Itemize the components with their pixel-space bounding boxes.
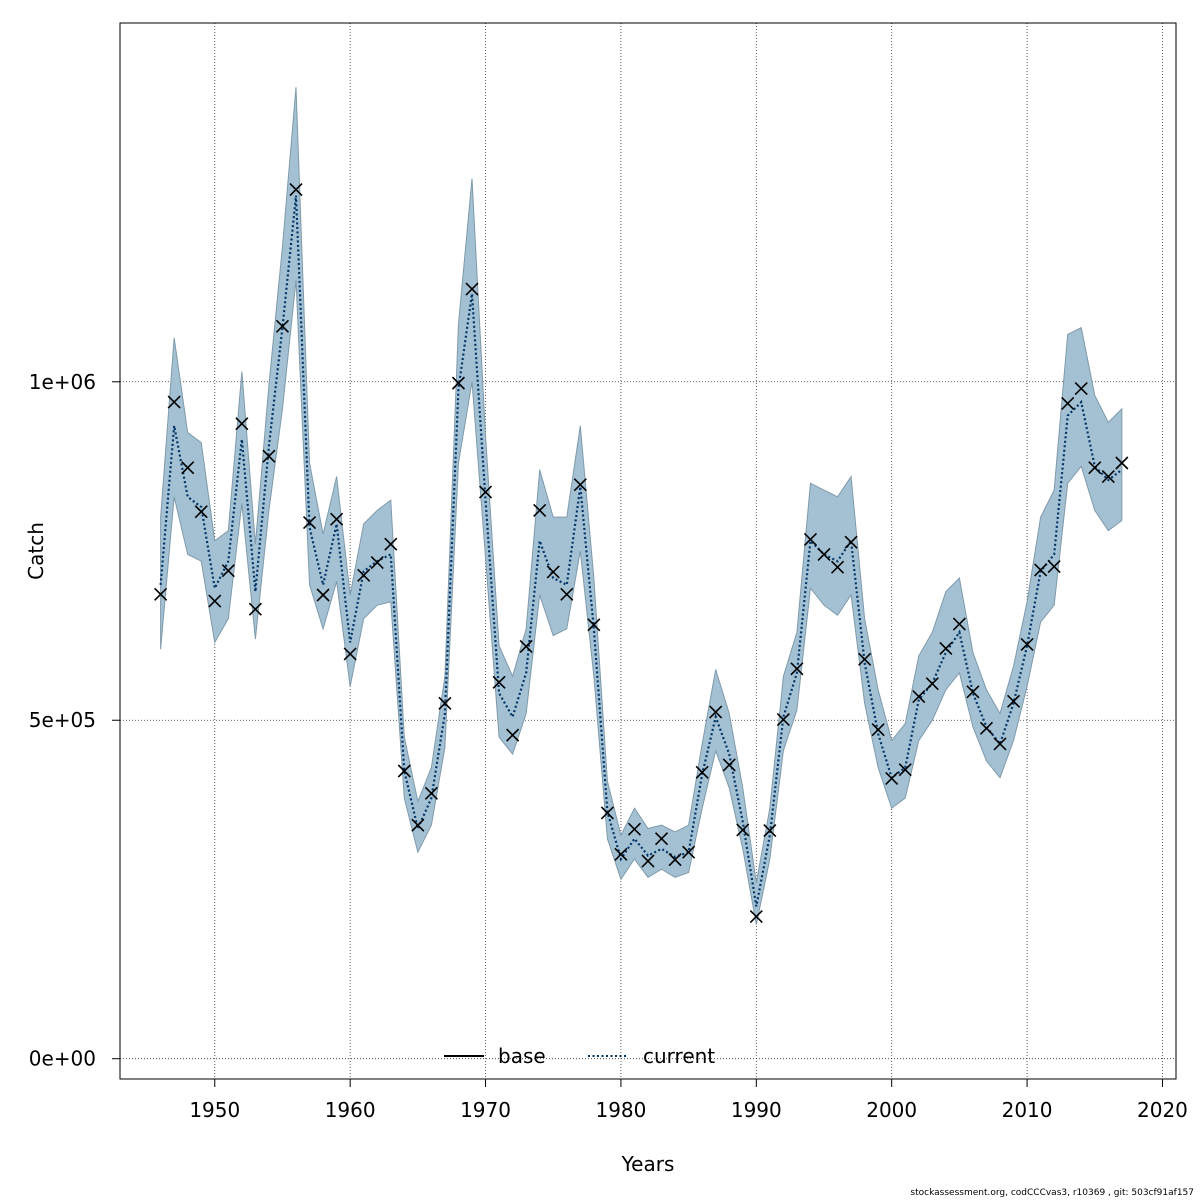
- observed-point-1952: [235, 417, 249, 431]
- observed-point-1966: [424, 786, 438, 800]
- observed-point-1991: [763, 824, 777, 838]
- observed-point-2014: [1074, 381, 1088, 396]
- observed-point-1956: [289, 182, 303, 197]
- x-axis-label: Years: [621, 1152, 675, 1176]
- observed-point-1960: [343, 647, 357, 661]
- footer-credit: stockassessment.org, codCCCvas3, r10369 …: [910, 1188, 1194, 1198]
- observed-point-1993: [790, 662, 804, 676]
- legend-label-base: base: [498, 1044, 546, 1068]
- x-tick-label-1960: 1960: [325, 1098, 376, 1122]
- x-tick-label-2010: 2010: [1002, 1098, 1053, 1122]
- observed-point-1990: [749, 909, 763, 924]
- confidence-band-area: [160, 87, 1123, 925]
- observed-point-2010: [1020, 637, 1034, 651]
- observed-point-1953: [248, 602, 262, 616]
- observed-point-1998: [858, 652, 872, 666]
- observed-point-1957: [302, 516, 317, 530]
- observed-point-1961: [357, 568, 371, 582]
- observed-point-1999: [871, 723, 885, 737]
- observed-point-2015: [1088, 461, 1102, 475]
- observed-point-1979: [600, 806, 614, 820]
- y-tick-label-2: 1e+06: [29, 370, 96, 394]
- observed-point-1954: [262, 449, 276, 463]
- observed-point-1974: [533, 503, 547, 517]
- plot-frame: [119, 22, 1177, 1080]
- observed-point-2013: [1061, 396, 1075, 410]
- observed-point-1963: [384, 537, 398, 551]
- observed-point-1997: [844, 535, 858, 549]
- observed-point-2001: [898, 763, 912, 777]
- observed-point-1958: [316, 588, 330, 602]
- observed-point-1965: [411, 818, 425, 832]
- observed-point-2005: [952, 617, 966, 631]
- observed-point-1967: [438, 696, 452, 710]
- observed-point-2006: [966, 685, 980, 699]
- x-tick-label-2020: 2020: [1137, 1098, 1188, 1122]
- x-axis: 1950 1960 1970 1980 1990 2000 2010 2020: [189, 1079, 1188, 1122]
- confidence-band: [160, 87, 1123, 925]
- observed-point-1983: [654, 832, 669, 846]
- observed-point-1988: [722, 758, 736, 772]
- observed-point-1955: [275, 319, 290, 333]
- observed-point-1987: [709, 705, 723, 719]
- y-axis: 0e+00 5e+05 1e+06: [29, 370, 120, 1071]
- observed-point-1968: [451, 376, 466, 390]
- observed-point-2000: [885, 771, 899, 786]
- observed-markers: [154, 182, 1129, 924]
- x-tick-label-1950: 1950: [189, 1098, 240, 1122]
- observed-point-2012: [1047, 560, 1061, 574]
- y-axis-label: Catch: [24, 522, 48, 580]
- legend-label-current: current: [643, 1044, 715, 1068]
- observed-point-1971: [492, 675, 506, 689]
- observed-point-1996: [830, 560, 845, 574]
- y-tick-label-1: 5e+05: [29, 708, 96, 732]
- observed-point-1985: [682, 845, 696, 859]
- x-tick-label-1970: 1970: [460, 1098, 511, 1122]
- observed-point-1950: [208, 594, 222, 608]
- observed-point-1995: [817, 547, 831, 561]
- observed-point-1972: [506, 728, 520, 742]
- observed-point-2017: [1115, 456, 1129, 470]
- observed-point-1951: [221, 564, 235, 578]
- observed-point-1970: [478, 485, 493, 499]
- x-tick-label-1990: 1990: [731, 1098, 782, 1122]
- observed-point-1982: [641, 854, 655, 868]
- series-lines: [159, 195, 1123, 907]
- y-tick-label-0: 0e+00: [29, 1047, 96, 1071]
- observed-point-1977: [573, 478, 587, 492]
- observed-point-1948: [181, 461, 195, 475]
- legend: base current: [444, 1044, 715, 1068]
- series-line-current: [159, 195, 1123, 907]
- x-tick-label-2000: 2000: [866, 1098, 917, 1122]
- observed-point-1959: [330, 512, 344, 526]
- observed-point-1964: [397, 764, 411, 778]
- observed-point-1947: [167, 395, 181, 409]
- observed-point-1946: [154, 587, 168, 601]
- observed-point-2011: [1034, 563, 1048, 577]
- observed-point-1949: [194, 505, 208, 519]
- observed-point-1978: [587, 618, 601, 632]
- observed-point-1973: [519, 639, 533, 654]
- observed-point-1994: [803, 532, 818, 547]
- observed-point-2003: [925, 677, 939, 691]
- observed-point-1969: [465, 282, 479, 296]
- grid-lines: [120, 23, 1176, 1079]
- observed-point-2007: [979, 721, 994, 735]
- observed-point-2009: [1006, 694, 1021, 708]
- observed-point-1981: [627, 822, 642, 836]
- observed-point-1984: [668, 853, 682, 867]
- observed-point-2004: [939, 641, 953, 656]
- observed-point-2002: [912, 689, 926, 704]
- observed-point-1962: [370, 555, 384, 570]
- observed-point-1976: [560, 587, 574, 601]
- observed-point-2016: [1101, 469, 1115, 484]
- observed-point-1986: [695, 765, 709, 779]
- observed-point-2008: [993, 737, 1007, 751]
- observed-point-1992: [776, 712, 790, 727]
- observed-point-1975: [546, 565, 560, 579]
- observed-point-1989: [736, 823, 750, 837]
- x-tick-label-1980: 1980: [595, 1098, 646, 1122]
- observed-point-1980: [614, 847, 628, 861]
